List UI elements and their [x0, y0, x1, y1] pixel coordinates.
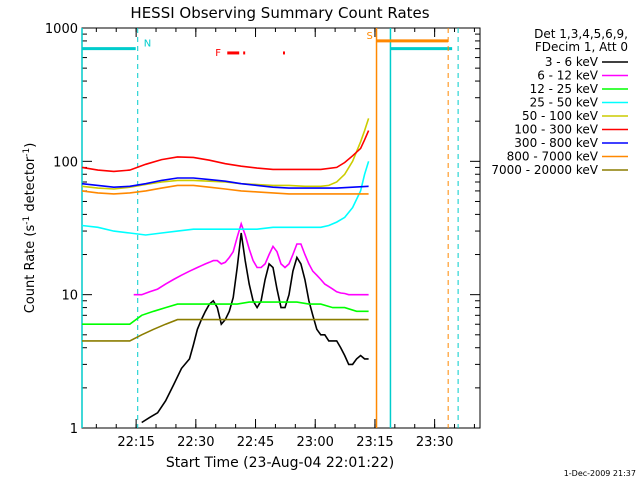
legend-label: 7000 - 20000 keV: [491, 163, 598, 177]
legend-label: 3 - 6 keV: [545, 55, 599, 69]
series-lines: [81, 118, 370, 424]
y-tick-label: 10: [61, 289, 78, 304]
series-line-5: [81, 118, 370, 190]
y-tick-label: 1000: [45, 22, 78, 37]
x-axis-label: Start Time (23-Aug-04 22:01:22): [166, 455, 394, 471]
x-tick-label: 23:15: [356, 435, 393, 450]
series-line-1: [141, 232, 369, 424]
x-tick-label: 23:30: [416, 435, 453, 450]
chart-title: HESSI Observing Summary Count Rates: [130, 4, 429, 22]
legend-label: 800 - 7000 keV: [507, 150, 599, 164]
legend-label: 6 - 12 keV: [537, 69, 599, 83]
series-line-9: [82, 318, 369, 342]
x-tick-label: 22:30: [177, 435, 214, 450]
x-tick-label: 22:15: [117, 435, 154, 450]
series-line-8: [81, 184, 369, 195]
x-tick-label: 23:00: [296, 435, 333, 450]
flag-F-label: F: [215, 48, 221, 59]
legend-header-line-1: Det 1,3,4,5,6,9,: [534, 27, 628, 41]
legend-header-line-2: FDecim 1, Att 0: [535, 40, 628, 54]
series-line-6: [81, 130, 370, 173]
y-tick-label: 100: [53, 155, 78, 170]
legend-label: 25 - 50 keV: [530, 96, 599, 110]
timestamp: 1-Dec-2009 21:37: [564, 469, 636, 478]
y-tick-label: 1: [70, 422, 78, 437]
series-line-4: [81, 161, 370, 236]
flag-S-label: S: [367, 31, 373, 42]
legend-label: 12 - 25 keV: [530, 82, 599, 96]
legend-label: 50 - 100 keV: [522, 109, 599, 123]
x-axis: 22:15 22:30 22:45 23:00 23:15 23:30: [95, 28, 475, 450]
legend: Det 1,3,4,5,6,9, FDecim 1, Att 0 3 - 6 k…: [491, 27, 628, 177]
y-axis-label: Count Rate (s-1 detector-1): [22, 143, 38, 314]
series-line-7: [81, 177, 369, 189]
flag-N-label: N: [144, 39, 151, 50]
series-line-3: [82, 301, 369, 326]
legend-label: 100 - 300 keV: [514, 123, 598, 137]
flag-lines: N S F: [81, 28, 459, 428]
x-tick-label: 22:45: [237, 435, 274, 450]
legend-label: 300 - 800 keV: [514, 136, 598, 150]
series-line-2: [133, 221, 369, 296]
